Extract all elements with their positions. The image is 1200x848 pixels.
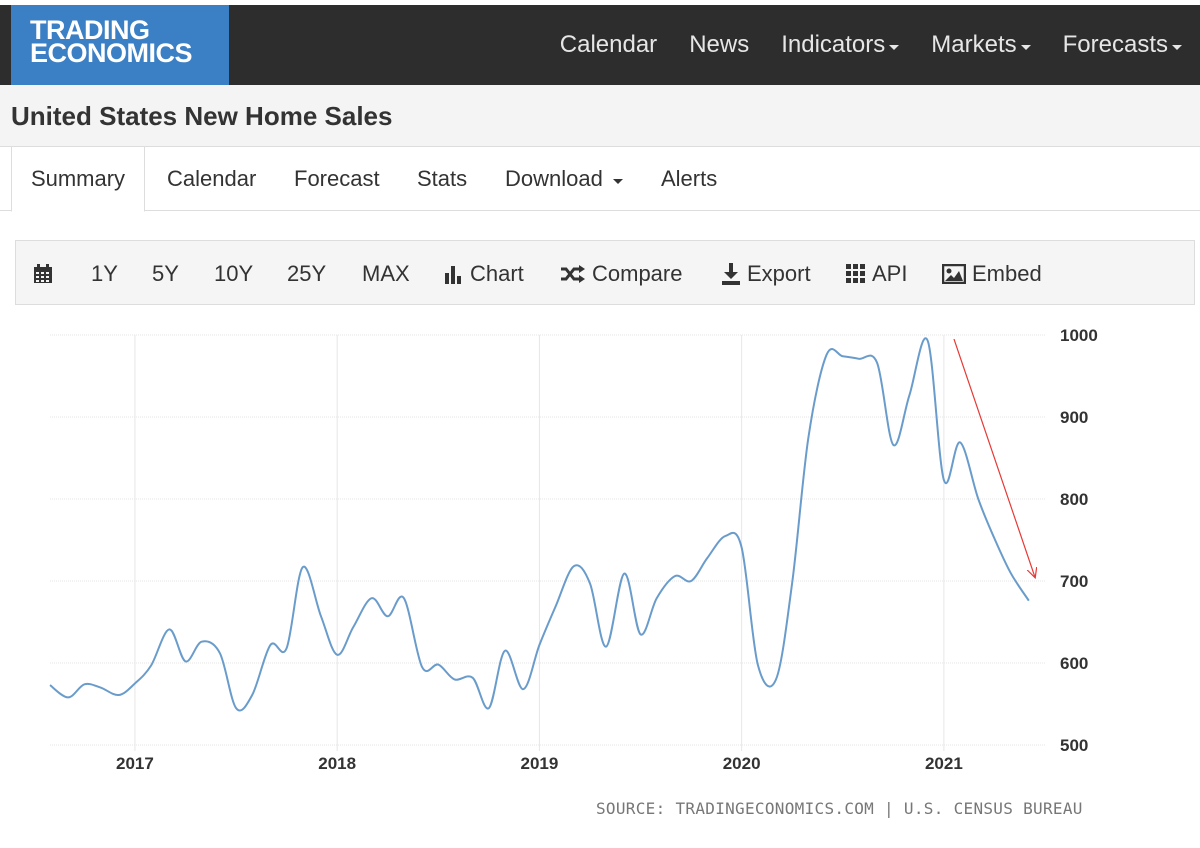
- nav-forecasts[interactable]: Forecasts: [1063, 31, 1182, 59]
- tab-summary[interactable]: Summary: [11, 147, 145, 212]
- range-25y[interactable]: 25Y: [287, 260, 327, 286]
- bar-chart-icon: [445, 265, 461, 284]
- x-tick-label: 2018: [318, 754, 356, 773]
- chart-toolbar: 1Y 5Y 10Y 25Y MAX Chart Compare Export: [15, 240, 1195, 305]
- chart-source: SOURCE: TRADINGECONOMICS.COM | U.S. CENS…: [596, 799, 1083, 818]
- logo-line-1: TRADING: [30, 15, 150, 45]
- y-tick-label: 800: [1060, 490, 1088, 509]
- export-button[interactable]: Export: [721, 241, 811, 306]
- tab-forecast[interactable]: Forecast: [294, 166, 380, 191]
- api-button[interactable]: API: [846, 241, 907, 306]
- range-10y[interactable]: 10Y: [214, 260, 254, 286]
- top-navbar: TRADING ECONOMICS Calendar News Indicato…: [0, 0, 1200, 85]
- x-tick-label: 2020: [723, 754, 761, 773]
- title-bar: United States New Home Sales: [0, 85, 1200, 147]
- nav-indicators[interactable]: Indicators: [781, 31, 900, 59]
- chart-area: 500 600 700 800 900 1000 2017 2018 2019 2020 2021…: [15, 305, 1195, 840]
- chart-panel: 1Y 5Y 10Y 25Y MAX Chart Compare Export: [15, 240, 1195, 840]
- download-icon: [722, 262, 740, 285]
- tab-calendar[interactable]: Calendar: [167, 166, 257, 191]
- tab-stats[interactable]: Stats: [417, 166, 468, 191]
- caret-down-icon: [1172, 44, 1182, 50]
- caret-down-icon: [889, 44, 900, 50]
- tab-download[interactable]: Download: [505, 147, 623, 211]
- image-icon: [942, 263, 966, 284]
- caret-down-icon: [1020, 44, 1031, 50]
- chart-type-button[interactable]: Chart: [444, 241, 524, 306]
- main-nav: Calendar News Indicators Markets Forecas…: [528, 5, 1182, 85]
- grid-icon: [846, 263, 865, 283]
- line-chart[interactable]: 500 600 700 800 900 1000 2017 2018 2019 2020 2021: [15, 305, 1195, 795]
- series-line-new-home-sales[interactable]: [49, 337, 1030, 712]
- y-tick-label: 900: [1060, 408, 1088, 427]
- x-tick-label: 2021: [925, 754, 963, 773]
- y-tick-label: 500: [1060, 736, 1088, 755]
- tab-alerts[interactable]: Alerts: [661, 166, 718, 191]
- y-tick-label: 1000: [1060, 326, 1098, 345]
- nav-news[interactable]: News: [689, 31, 750, 58]
- x-tick-label: 2019: [520, 754, 558, 773]
- y-tick-label: 600: [1060, 654, 1088, 673]
- range-1y[interactable]: 1Y: [91, 260, 118, 286]
- page-title: United States New Home Sales: [11, 101, 393, 131]
- trading-economics-logo[interactable]: TRADING ECONOMICS: [11, 5, 229, 85]
- shuffle-icon: [561, 264, 585, 283]
- calendar-icon: [34, 263, 52, 283]
- caret-down-icon: [612, 178, 623, 184]
- logo-line-2: ECONOMICS: [30, 38, 193, 68]
- y-tick-label: 700: [1060, 572, 1088, 591]
- range-max[interactable]: MAX: [362, 260, 410, 286]
- range-5y[interactable]: 5Y: [152, 260, 179, 286]
- indicator-tabs: Summary Calendar Forecast Stats Download…: [0, 147, 1200, 212]
- date-range-button[interactable]: [33, 241, 59, 306]
- compare-button[interactable]: Compare: [560, 241, 682, 306]
- embed-button[interactable]: Embed: [942, 241, 1042, 306]
- downtrend-arrow: [953, 338, 1035, 577]
- nav-calendar[interactable]: Calendar: [559, 31, 658, 58]
- nav-markets[interactable]: Markets: [931, 31, 1031, 59]
- x-tick-label: 2017: [116, 754, 154, 773]
